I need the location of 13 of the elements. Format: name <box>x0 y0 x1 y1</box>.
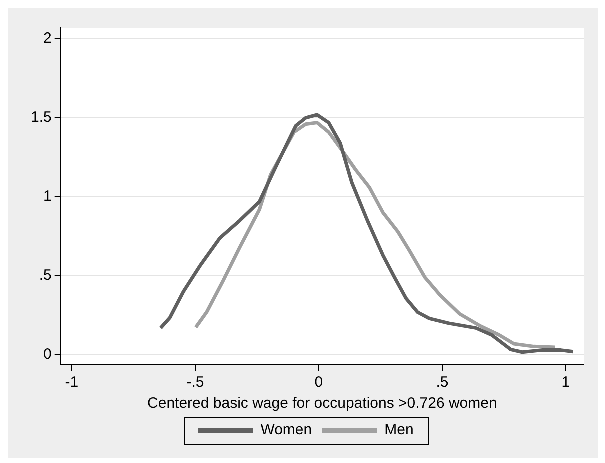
x-tick-label: 1 <box>562 374 570 392</box>
x-tick-label: 0 <box>314 374 324 392</box>
legend-label: Men <box>384 422 414 439</box>
y-tick-label: 1.5 <box>30 109 52 126</box>
x-axis-title: Centered basic wage for occupations >0.726 women <box>148 395 498 412</box>
x-tick-label: .5 <box>436 374 449 392</box>
y-tick-label: 0 <box>44 346 52 364</box>
y-tick-label: .5 <box>39 267 52 284</box>
y-tick-label: 1 <box>44 188 52 206</box>
x-tick-label: -.5 <box>186 374 204 392</box>
x-tick-label: -1 <box>65 374 79 392</box>
y-tick-label: 2 <box>44 30 52 48</box>
legend-label: Women <box>260 422 312 439</box>
